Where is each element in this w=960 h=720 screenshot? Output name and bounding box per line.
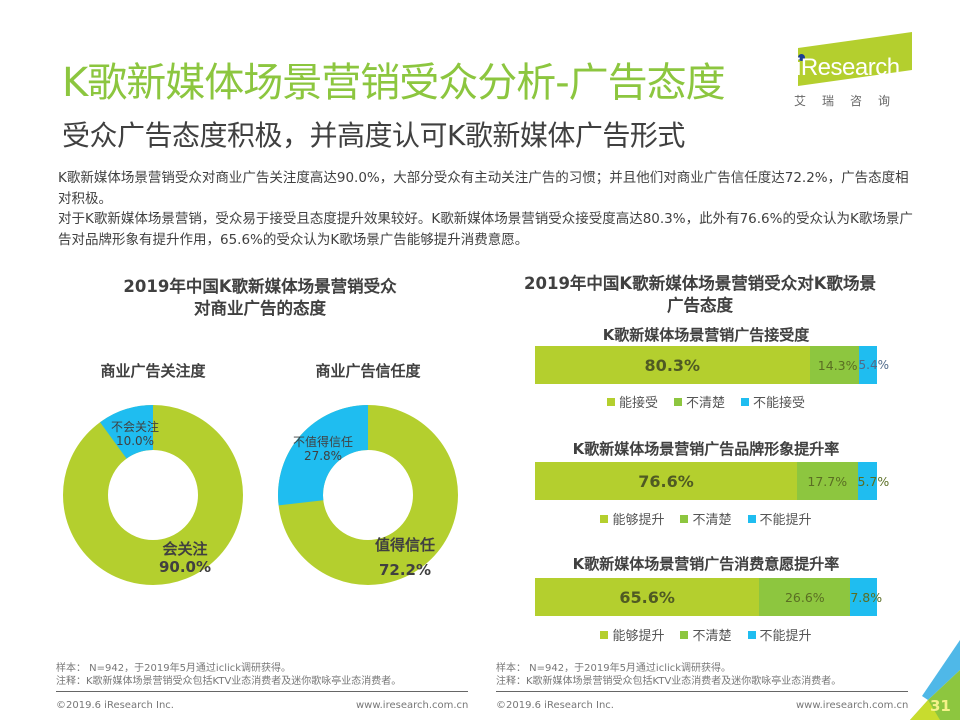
bar2: 76.6% 17.7% 5.7% (535, 462, 889, 500)
footer-left-website: www.iresearch.com.cn (356, 700, 469, 711)
bar3-seg-no: 7.8% (850, 578, 882, 616)
legend-item: 不能提升 (747, 625, 812, 644)
donut2-label: 商业广告信任度 (315, 362, 421, 380)
legend-label: 不清楚 (692, 513, 732, 528)
legend-item: 能够提升 (600, 625, 664, 644)
bar1-title: K歌新媒体场景营销广告接受度 (602, 326, 810, 344)
legend-swatch-icon (747, 514, 756, 523)
donut2-segment-not-trust (277, 405, 368, 506)
bar1-seg-unsure: 14.3% (809, 346, 859, 384)
right-chart-title-line1: 2019年中国K歌新媒体场景营销受众对K歌场景 (524, 274, 876, 293)
bar1-seg-accept: 80.3% (535, 346, 810, 384)
donut2-big-label: 值得信任 72.2% (365, 533, 445, 583)
donut1 (63, 405, 243, 585)
left-chart-title-line1: 2019年中国K歌新媒体场景营销受众 (123, 277, 397, 296)
legend-item: 不清楚 (673, 392, 725, 411)
bar2-legend: 能够提升 不清楚 不能提升 (535, 509, 877, 528)
legend-label: 能够提升 (612, 513, 665, 528)
footer-left-divider (56, 691, 468, 692)
legend-label: 不能接受 (753, 396, 806, 411)
left-chart-title-line2: 对商业广告的态度 (194, 299, 326, 318)
bar3-seg-unsure: 26.6% (759, 578, 851, 616)
donut2-small-value: 27.8% (303, 449, 343, 463)
legend-label: 能够提升 (612, 629, 665, 644)
page-subtitle: 受众广告态度积极，并高度认可K歌新媒体广告形式 (62, 119, 685, 152)
legend-swatch-icon (600, 514, 609, 523)
right-chart-title: 2019年中国K歌新媒体场景营销受众对K歌场景 广告态度 (490, 273, 910, 317)
legend-label: 不清楚 (692, 629, 732, 644)
bar3-title: K歌新媒体场景营销广告消费意愿提升率 (572, 555, 840, 573)
footer-right-note: 注释：K歌新媒体场景营销受众包括KTV业态消费者及迷你歌咏亭业态消费者。 (496, 676, 842, 687)
legend-label: 能接受 (618, 396, 658, 411)
corner-decoration (910, 640, 960, 720)
bar3-legend: 能够提升 不清楚 不能提升 (535, 625, 877, 644)
bar2-title: K歌新媒体场景营销广告品牌形象提升率 (572, 440, 840, 458)
footer-right-copyright: ©2019.6 iResearch Inc. (496, 700, 614, 711)
legend-item: 不清楚 (680, 509, 732, 528)
donut1-small-value: 10.0% (115, 434, 155, 448)
bar1-seg-reject: 5.4% (858, 346, 889, 384)
logo-dot-icon (798, 54, 805, 61)
donut1-segment-not-attend (100, 405, 153, 459)
donut2 (277, 405, 458, 585)
donut1-small-name: 不会关注 (110, 420, 159, 434)
legend-item: 能接受 (606, 392, 658, 411)
footer-right-divider (496, 691, 908, 692)
logo-cn: 艾瑞咨询 (794, 94, 907, 108)
legend-item: 不清楚 (680, 625, 732, 644)
left-chart-title: 2019年中国K歌新媒体场景营销受众 对商业广告的态度 (60, 276, 460, 320)
footer-left-note: 注释：K歌新媒体场景营销受众包括KTV业态消费者及迷你歌咏亭业态消费者。 (56, 676, 402, 687)
page-title: K歌新媒体场景营销受众分析-广告态度 (62, 60, 726, 106)
donut1-label: 商业广告关注度 (100, 362, 206, 380)
donut1-big-name: 会关注 (162, 540, 208, 558)
bar1-legend: 能接受 不清楚 不能接受 (535, 392, 877, 411)
legend-swatch-icon (741, 397, 749, 406)
bar2-seg-no: 5.7% (857, 462, 889, 500)
donut2-big-value: 72.2% (378, 561, 432, 579)
footer-right-website: www.iresearch.com.cn (796, 700, 909, 711)
intro-paragraph-2: 对于K歌新媒体场景营销，受众易于接受且态度提升效果较好。K歌新媒体场景营销受众接… (58, 211, 913, 248)
donut1-big-value: 90.0% (158, 558, 212, 576)
donut1-small-label: 不会关注 10.0% (100, 420, 170, 448)
bar1: 80.3% 14.3% 5.4% (535, 346, 889, 384)
legend-item: 不能接受 (741, 392, 805, 411)
footer-left-copyright: ©2019.6 iResearch Inc. (56, 700, 174, 711)
right-chart-title-line2: 广告态度 (667, 296, 733, 315)
bar3: 65.6% 26.6% 7.8% (535, 578, 882, 616)
page-number: 31 (930, 697, 951, 715)
iresearch-logo: iResearch 艾瑞咨询 (790, 31, 920, 110)
legend-label: 不能提升 (759, 629, 812, 644)
legend-swatch-icon (673, 397, 682, 406)
legend-label: 不能提升 (759, 513, 812, 528)
legend-swatch-icon (747, 630, 756, 639)
logo-brand: iResearch (796, 54, 900, 81)
bar2-seg-unsure: 17.7% (796, 462, 858, 500)
legend-label: 不清楚 (685, 396, 725, 411)
legend-item: 能够提升 (600, 509, 664, 528)
legend-swatch-icon (680, 630, 689, 639)
footer-right-sample: 样本： N=942，于2019年5月通过iclick调研获得。 (496, 663, 732, 674)
footer-left-sample: 样本： N=942，于2019年5月通过iclick调研获得。 (56, 663, 292, 674)
bar2-seg-improve: 76.6% (535, 462, 797, 500)
legend-swatch-icon (600, 630, 609, 639)
corner-yellow-stripe (910, 700, 940, 720)
donut1-big-label: 会关注 90.0% (150, 540, 220, 576)
intro-paragraph-1: K歌新媒体场景营销受众对商业广告关注度高达90.0%，大部分受众有主动关注广告的… (58, 170, 909, 207)
legend-swatch-icon (680, 514, 689, 523)
donut2-small-name: 不值得信任 (292, 435, 353, 449)
legend-swatch-icon (606, 397, 615, 406)
legend-item: 不能提升 (747, 509, 812, 528)
donut2-small-label: 不值得信任 27.8% (283, 435, 363, 463)
donut2-big-name: 值得信任 (374, 536, 435, 554)
bar3-seg-improve: 65.6% (535, 578, 760, 616)
corner-blue-stripe (922, 640, 960, 700)
